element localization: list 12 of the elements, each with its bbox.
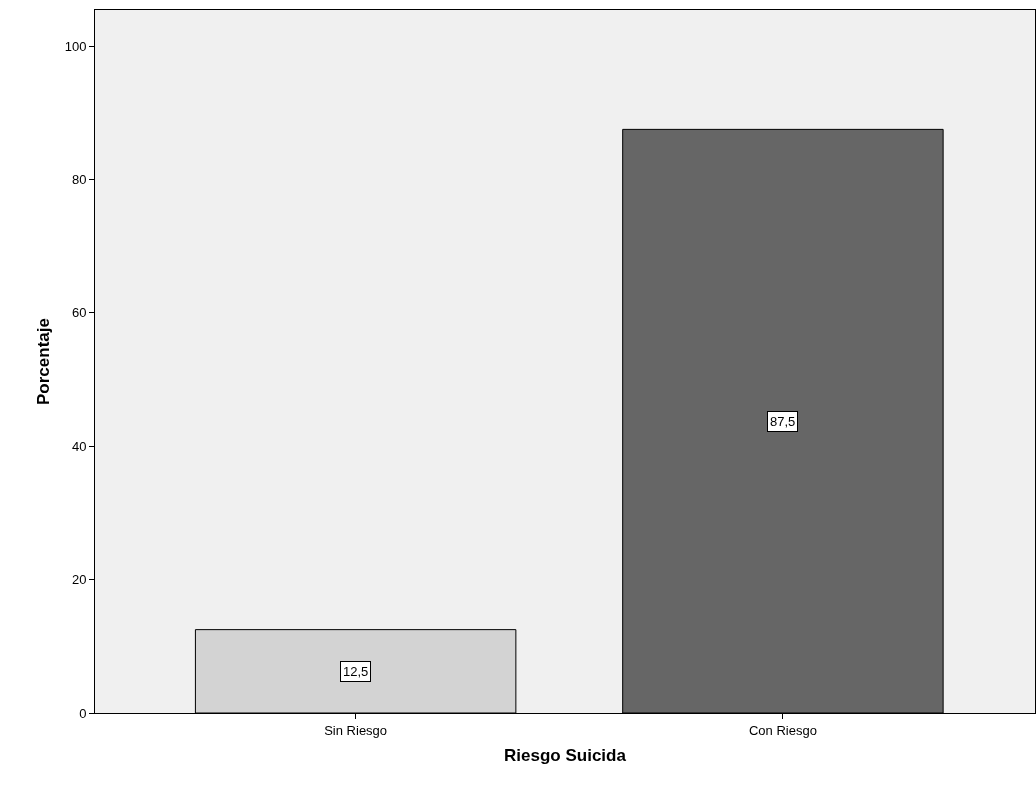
y-tick-label: 0 bbox=[79, 705, 87, 721]
data-label: 12,5 bbox=[343, 664, 369, 679]
x-tick-label: Sin Riesgo bbox=[324, 722, 388, 738]
y-tick-label: 100 bbox=[64, 38, 87, 54]
x-axis-title: Riesgo Suicida bbox=[504, 746, 627, 765]
y-tick-label: 20 bbox=[71, 572, 87, 588]
data-label: 87,5 bbox=[770, 414, 796, 429]
y-axis-title: Porcentaje bbox=[34, 318, 54, 405]
y-tick-label: 80 bbox=[71, 171, 87, 187]
y-tick-label: 60 bbox=[71, 305, 87, 321]
x-tick-label: Con Riesgo bbox=[748, 722, 817, 738]
y-tick-label: 40 bbox=[71, 438, 87, 454]
